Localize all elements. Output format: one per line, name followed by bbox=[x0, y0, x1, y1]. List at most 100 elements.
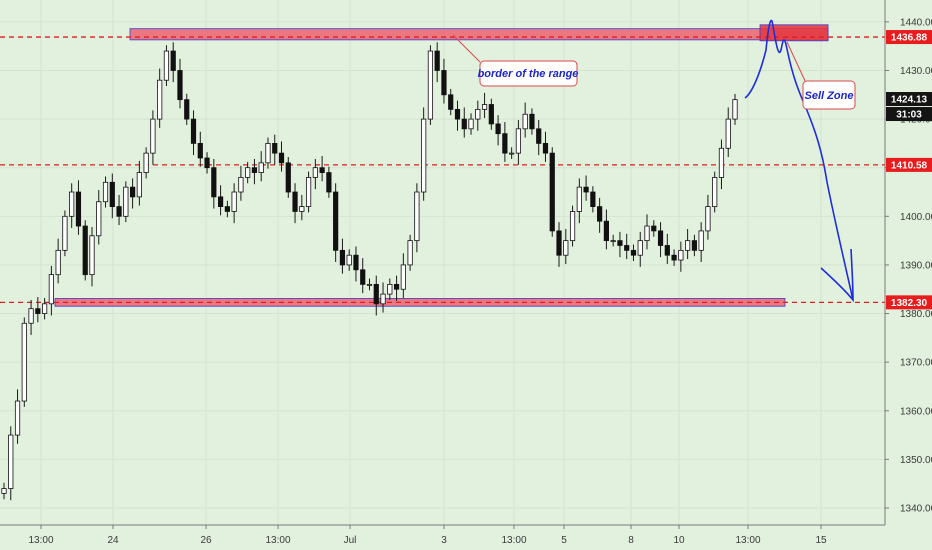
candle-body bbox=[373, 283, 379, 305]
candle bbox=[373, 275, 379, 316]
candle-body bbox=[224, 206, 230, 212]
candle bbox=[272, 134, 278, 165]
candle bbox=[678, 241, 684, 272]
candle bbox=[610, 234, 616, 247]
candle-body bbox=[116, 206, 122, 217]
candle bbox=[495, 115, 501, 146]
candle bbox=[197, 131, 203, 167]
candle bbox=[671, 249, 677, 266]
candle bbox=[434, 42, 440, 83]
candle bbox=[116, 194, 122, 226]
candle bbox=[231, 183, 237, 224]
candle-body bbox=[197, 143, 203, 159]
sell-callout-label: Sell Zone bbox=[805, 90, 854, 102]
candle-body bbox=[353, 254, 359, 271]
candle-body bbox=[454, 108, 461, 120]
candle bbox=[190, 110, 197, 156]
candle bbox=[427, 45, 434, 125]
candle bbox=[502, 122, 508, 162]
candle-body bbox=[624, 245, 630, 251]
candle bbox=[333, 183, 339, 263]
candle-body bbox=[14, 400, 21, 436]
candle bbox=[109, 173, 115, 219]
candle-body bbox=[184, 99, 190, 120]
candle-body bbox=[251, 167, 258, 173]
candle-body bbox=[217, 196, 224, 207]
candle-body bbox=[603, 220, 609, 242]
candle bbox=[380, 282, 386, 313]
candle-body bbox=[366, 283, 373, 286]
candle-body bbox=[536, 128, 542, 144]
candle bbox=[150, 110, 156, 165]
countdown-tag: 31:03 bbox=[896, 110, 922, 121]
candle-body bbox=[102, 181, 109, 203]
x-tick-label: 13:00 bbox=[265, 535, 290, 546]
candle bbox=[251, 158, 258, 185]
candle-body bbox=[576, 186, 582, 212]
candle-body bbox=[732, 99, 738, 120]
y-tick-label: 1380.00 bbox=[900, 309, 932, 320]
level-price-tag: 1436.88 bbox=[891, 33, 928, 44]
candle-body bbox=[421, 118, 427, 193]
candle-body bbox=[339, 249, 346, 266]
candle bbox=[725, 107, 731, 158]
candle bbox=[14, 389, 21, 444]
projected-path-drawing bbox=[744, 19, 854, 301]
x-tick-label: 8 bbox=[628, 535, 634, 546]
candle-body bbox=[698, 230, 704, 251]
candle bbox=[569, 205, 576, 247]
candle-body bbox=[130, 186, 136, 198]
sell-callout-pointer bbox=[786, 41, 807, 84]
candle bbox=[55, 238, 61, 284]
candle-body bbox=[42, 303, 48, 314]
y-tick-label: 1360.00 bbox=[900, 406, 932, 417]
candle bbox=[393, 275, 400, 301]
candle-body bbox=[407, 240, 413, 266]
candle bbox=[177, 58, 183, 109]
candle-body bbox=[441, 70, 447, 96]
candle-body bbox=[1, 488, 7, 494]
candle bbox=[549, 147, 555, 237]
x-tick-label: 3 bbox=[441, 535, 447, 546]
level-price-tag: 1410.58 bbox=[891, 160, 928, 171]
candle-body bbox=[387, 283, 393, 295]
candle-body bbox=[529, 113, 535, 130]
candle-body bbox=[427, 50, 434, 120]
candle-body bbox=[488, 104, 494, 125]
candle-body bbox=[55, 249, 61, 276]
candle bbox=[421, 107, 427, 201]
candle-body bbox=[630, 249, 637, 256]
candle-body bbox=[305, 177, 312, 207]
x-tick-label: 13:00 bbox=[28, 535, 53, 546]
candle bbox=[278, 141, 285, 172]
candle-body bbox=[89, 235, 95, 276]
candle bbox=[299, 194, 305, 221]
candle-body bbox=[285, 162, 291, 193]
candle-body bbox=[35, 308, 41, 314]
candle bbox=[448, 88, 454, 116]
candle-body bbox=[157, 79, 163, 120]
candle-body bbox=[393, 283, 400, 290]
candle-body bbox=[163, 50, 170, 81]
candle bbox=[21, 317, 27, 407]
candle-body bbox=[414, 191, 420, 242]
countdown-tag-bg bbox=[886, 107, 932, 122]
candle bbox=[163, 45, 170, 87]
candle-body bbox=[400, 264, 406, 290]
last-price-tag: 1424.13 bbox=[891, 95, 928, 106]
candle-body bbox=[380, 293, 386, 305]
candle bbox=[468, 113, 474, 135]
candle bbox=[536, 120, 542, 156]
candle bbox=[48, 265, 54, 316]
y-tick-label: 1440.00 bbox=[900, 17, 932, 28]
candle-body bbox=[664, 245, 670, 256]
candle-body bbox=[190, 118, 197, 144]
candle bbox=[217, 185, 224, 216]
candle-body bbox=[644, 225, 650, 242]
candle bbox=[685, 228, 691, 260]
candle-body bbox=[238, 177, 244, 193]
candle bbox=[123, 181, 129, 223]
candle-body bbox=[481, 104, 488, 110]
candle-body bbox=[136, 172, 142, 198]
candle bbox=[522, 102, 528, 138]
